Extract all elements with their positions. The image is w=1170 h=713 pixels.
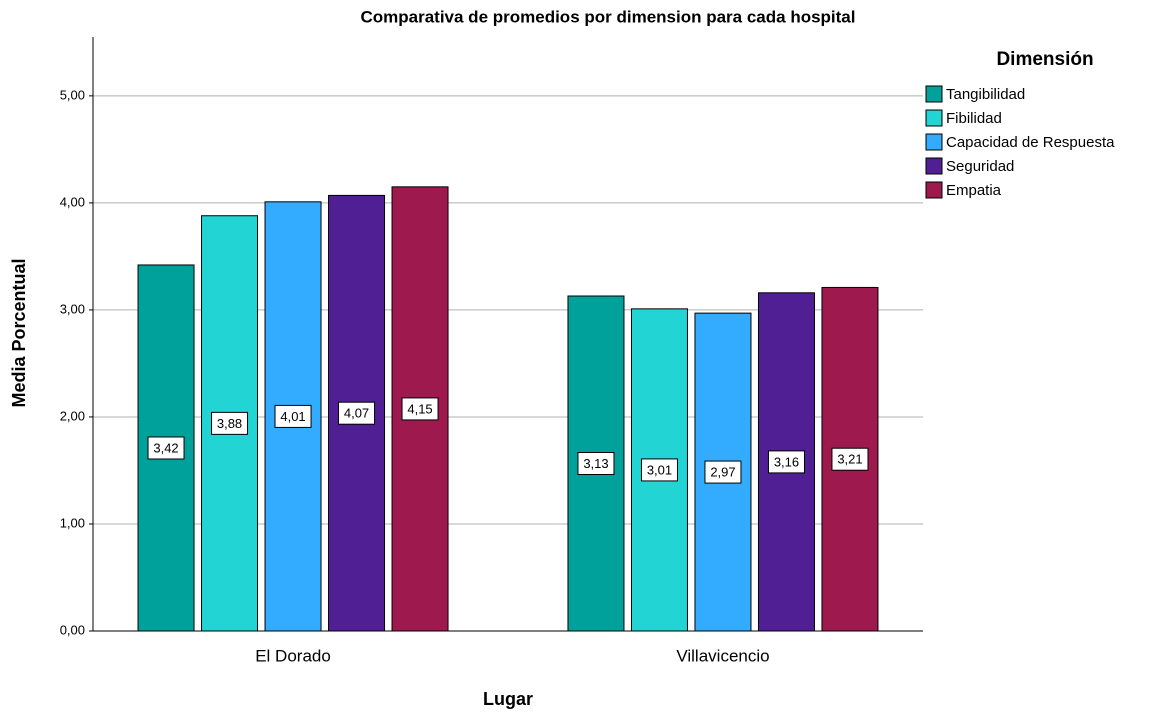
legend-swatch [925,133,943,151]
value-label-box [704,460,742,484]
y-tick-label: 5,00 [60,87,85,102]
value-label-box [147,436,185,460]
legend-label: Tangibilidad [946,86,1025,103]
legend-label: Fibilidad [946,110,1002,127]
value-label-box [577,452,615,476]
value-label: 2,97 [710,465,735,480]
value-label: 3,01 [647,462,672,477]
y-tick-label: 1,00 [60,515,85,530]
value-label: 3,16 [774,454,799,469]
x-tick-label: Villavicencio [676,646,769,665]
value-label: 4,15 [407,401,432,416]
value-label: 3,13 [583,456,608,471]
value-label: 4,07 [344,406,369,421]
value-label-box [831,447,869,471]
value-label-box [338,401,376,425]
y-tick-label: 0,00 [60,622,85,637]
legend-swatch [925,157,943,175]
value-label-box [640,458,678,482]
y-tick-label: 2,00 [60,408,85,423]
value-label-box [211,411,249,435]
value-label: 3,42 [153,440,178,455]
legend-label: Empatia [946,182,1002,199]
legend-swatch [925,85,943,103]
legend-label: Capacidad de Respuesta [946,134,1115,151]
value-label-box [401,397,439,421]
y-axis-title: Media Porcentual [9,258,29,407]
y-tick-label: 3,00 [60,301,85,316]
value-label: 3,21 [837,452,862,467]
x-tick-label: El Dorado [255,646,331,665]
x-axis-title: Lugar [483,689,533,709]
legend-swatch [925,109,943,127]
chart-title: Comparativa de promedios por dimension p… [360,7,855,26]
value-label: 4,01 [280,409,305,424]
value-label-box [274,404,312,428]
value-label: 3,88 [217,416,242,431]
legend-swatch [925,181,943,199]
bar [694,312,752,632]
legend-title: Dimensión [996,49,1093,70]
y-tick-label: 4,00 [60,194,85,209]
legend-label: Seguridad [946,158,1014,175]
value-label-box [767,450,805,474]
